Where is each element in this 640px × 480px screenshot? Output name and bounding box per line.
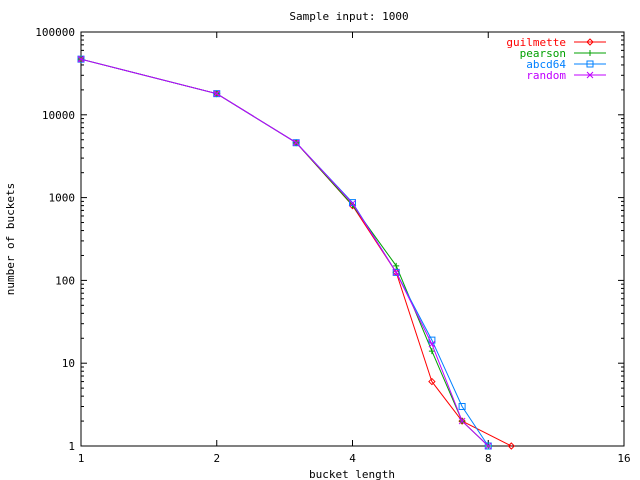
data-point bbox=[484, 442, 492, 450]
data-point bbox=[349, 199, 356, 207]
data-point bbox=[292, 139, 300, 147]
y-axis-label: number of buckets bbox=[4, 183, 17, 296]
legend-label: guilmette bbox=[506, 36, 566, 49]
data-point bbox=[484, 442, 492, 450]
data-point bbox=[292, 139, 300, 147]
series-random bbox=[77, 55, 492, 450]
data-point bbox=[392, 268, 400, 276]
series-line bbox=[80, 58, 489, 447]
data-point bbox=[77, 55, 85, 63]
data-point bbox=[458, 402, 466, 410]
data-point bbox=[507, 442, 516, 450]
data-point bbox=[428, 340, 436, 348]
legend-marker bbox=[586, 71, 594, 79]
data-point bbox=[213, 90, 221, 98]
y-tick-label: 10000 bbox=[42, 109, 75, 122]
x-tick-label: 8 bbox=[485, 452, 492, 465]
x-tick-label: 4 bbox=[349, 452, 356, 465]
x-axis-label: bucket length bbox=[309, 468, 395, 480]
legend-marker bbox=[586, 60, 594, 68]
legend-label: abcd64 bbox=[526, 58, 566, 71]
axis-ticks: 1 2 4 8 16 1 10 100 1000 10000 100000 bbox=[35, 26, 630, 465]
legend-marker bbox=[586, 38, 594, 46]
data-point bbox=[213, 90, 221, 98]
series-line bbox=[80, 58, 512, 447]
series-line bbox=[80, 58, 489, 447]
legend-label: pearson bbox=[520, 47, 566, 60]
y-tick-label: 100000 bbox=[35, 26, 75, 39]
data-point bbox=[393, 262, 400, 269]
chart-title: Sample input: 1000 bbox=[289, 10, 408, 23]
y-tick-label: 100 bbox=[55, 274, 75, 287]
plot-frame bbox=[80, 31, 625, 447]
y-tick-label: 10 bbox=[62, 357, 75, 370]
series-abcd64 bbox=[77, 55, 492, 450]
x-tick-label: 2 bbox=[213, 452, 220, 465]
series-pearson bbox=[78, 56, 492, 449]
data-point bbox=[458, 417, 466, 425]
data-point bbox=[348, 201, 357, 210]
data-point bbox=[392, 269, 400, 276]
data-point bbox=[349, 200, 356, 207]
data-point bbox=[428, 348, 435, 355]
x-tick-label: 1 bbox=[78, 452, 85, 465]
y-tick-label: 1 bbox=[68, 440, 75, 453]
data-point bbox=[77, 55, 85, 63]
series-layer bbox=[77, 55, 516, 450]
series-line bbox=[80, 58, 489, 447]
legend-label: random bbox=[526, 69, 566, 82]
y-tick-label: 1000 bbox=[49, 192, 76, 205]
data-point bbox=[428, 377, 436, 386]
data-point bbox=[458, 417, 466, 425]
x-tick-label: 16 bbox=[617, 452, 630, 465]
legend-marker bbox=[587, 50, 593, 56]
